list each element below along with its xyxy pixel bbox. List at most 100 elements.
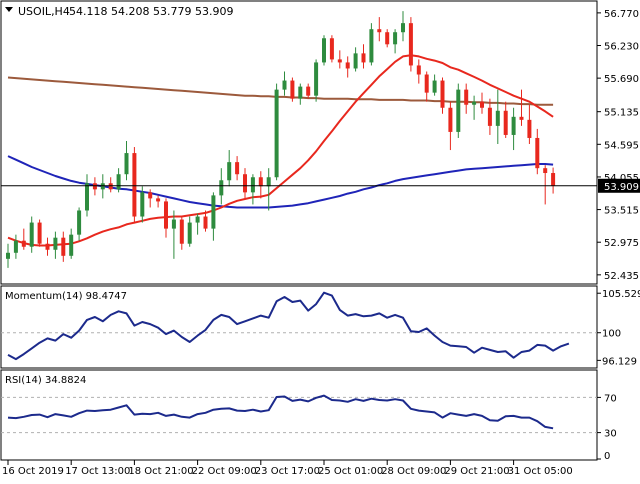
rsi-panel-frame: [0, 369, 598, 461]
momentum-line: [7, 291, 570, 361]
candle-body: [535, 137, 540, 169]
candle-body: [37, 222, 42, 244]
candle-body: [337, 59, 342, 63]
momentum-tick-label: 96.129: [602, 356, 637, 367]
price-tick-label: 52.435: [604, 271, 639, 282]
candle-body: [195, 216, 200, 223]
candle-body: [156, 198, 161, 202]
candle-body: [393, 32, 398, 45]
momentum-layer: [1, 291, 597, 361]
current-price-label: 53.909: [604, 182, 639, 193]
candle-body: [124, 153, 129, 175]
momentum-axis: 105.5291 100 96.129: [597, 289, 640, 367]
candle-body: [495, 110, 500, 126]
candle-body: [290, 80, 295, 99]
candle-body: [416, 65, 421, 75]
candle-body: [227, 162, 232, 181]
rsi-axis: 70 30 0: [597, 393, 617, 462]
momentum-panel-frame: [0, 285, 598, 369]
candle-body: [266, 177, 271, 187]
rsi-layer: [1, 394, 597, 434]
candle-body: [219, 180, 224, 196]
time-tick-label: 18 Oct 21:00: [128, 466, 193, 477]
rsi-label: RSI(14) 34.8824: [5, 375, 86, 386]
candle-body: [235, 162, 240, 175]
price-tick-label: 55.135: [604, 108, 639, 119]
price-tick-label: 52.975: [604, 238, 639, 249]
candle-body: [298, 86, 303, 99]
candle-body: [179, 219, 184, 244]
candle-body: [77, 210, 82, 235]
momentum-label: Momentum(14) 98.4747: [5, 291, 127, 302]
time-tick-label: 17 Oct 13:00: [65, 466, 130, 477]
candle-body: [164, 201, 168, 229]
candle-body: [92, 183, 97, 190]
candle-body: [543, 168, 548, 174]
candle-body: [369, 29, 374, 63]
candle-body: [69, 234, 74, 256]
candle-body: [306, 86, 311, 96]
candle-body: [377, 29, 382, 33]
time-tick-label: 23 Oct 17:00: [255, 466, 320, 477]
price-panel-frame: [0, 0, 598, 285]
time-tick-label: 16 Oct 2019: [2, 466, 64, 477]
candle-body: [408, 23, 413, 66]
candle-body: [424, 74, 429, 93]
candle-body: [243, 174, 247, 193]
candle-body: [503, 110, 508, 135]
chart-symbol-label: USOIL,H4: [18, 5, 70, 18]
candle-body: [61, 237, 66, 256]
candle-body: [6, 252, 10, 259]
ma-fast-line: [7, 54, 554, 247]
candle-body: [314, 62, 319, 96]
candle-body: [456, 89, 461, 132]
candle-body: [487, 107, 492, 126]
candles: [6, 11, 556, 268]
triangle-down-icon: [5, 7, 13, 12]
candle-body: [401, 23, 405, 33]
candle-body: [345, 62, 350, 69]
time-tick-label: 22 Oct 09:00: [192, 466, 257, 477]
candle-body: [329, 38, 334, 60]
candle-body: [140, 192, 145, 217]
time-tick-label: 29 Oct 21:00: [444, 466, 509, 477]
price-tick-label: 55.690: [604, 74, 639, 85]
rsi-tick-label: 0: [604, 451, 610, 462]
candle-body: [108, 183, 113, 190]
price-tick-label: 56.230: [604, 42, 639, 53]
momentum-tick-label: 100: [602, 329, 621, 340]
candle-body: [322, 38, 326, 63]
candle-body: [527, 119, 532, 138]
candle-body: [187, 222, 192, 244]
candle-body: [53, 237, 58, 250]
price-tick-label: 56.770: [604, 9, 639, 20]
candle-body: [45, 243, 50, 250]
candle-body: [13, 240, 18, 253]
candle-body: [361, 53, 366, 63]
candle-body: [353, 53, 358, 69]
candle-body: [148, 192, 153, 199]
candle-body: [519, 116, 524, 120]
time-tick-label: 28 Oct 09:00: [381, 466, 446, 477]
candle-body: [171, 219, 176, 229]
candle-body: [85, 183, 89, 211]
candle-body: [282, 80, 287, 90]
momentum-tick-label: 105.5291: [602, 289, 640, 300]
candle-body: [250, 177, 255, 193]
candle-body: [258, 177, 263, 187]
rsi-tick-label: 70: [604, 393, 617, 404]
price-axis: 56.770 56.230 55.690 55.135 54.595 54.055 53.5…: [597, 9, 640, 282]
price-tick-label: 53.515: [604, 206, 639, 217]
time-tick-label: 31 Oct 05:00: [508, 466, 573, 477]
candle-body: [480, 101, 484, 108]
candle-body: [29, 222, 34, 247]
chart-ohlc-label: 54.118 54.208 53.779 53.909: [69, 5, 233, 18]
candle-body: [385, 32, 390, 45]
candle-body: [472, 101, 477, 105]
candle-body: [116, 174, 121, 190]
candle-body: [511, 116, 516, 135]
